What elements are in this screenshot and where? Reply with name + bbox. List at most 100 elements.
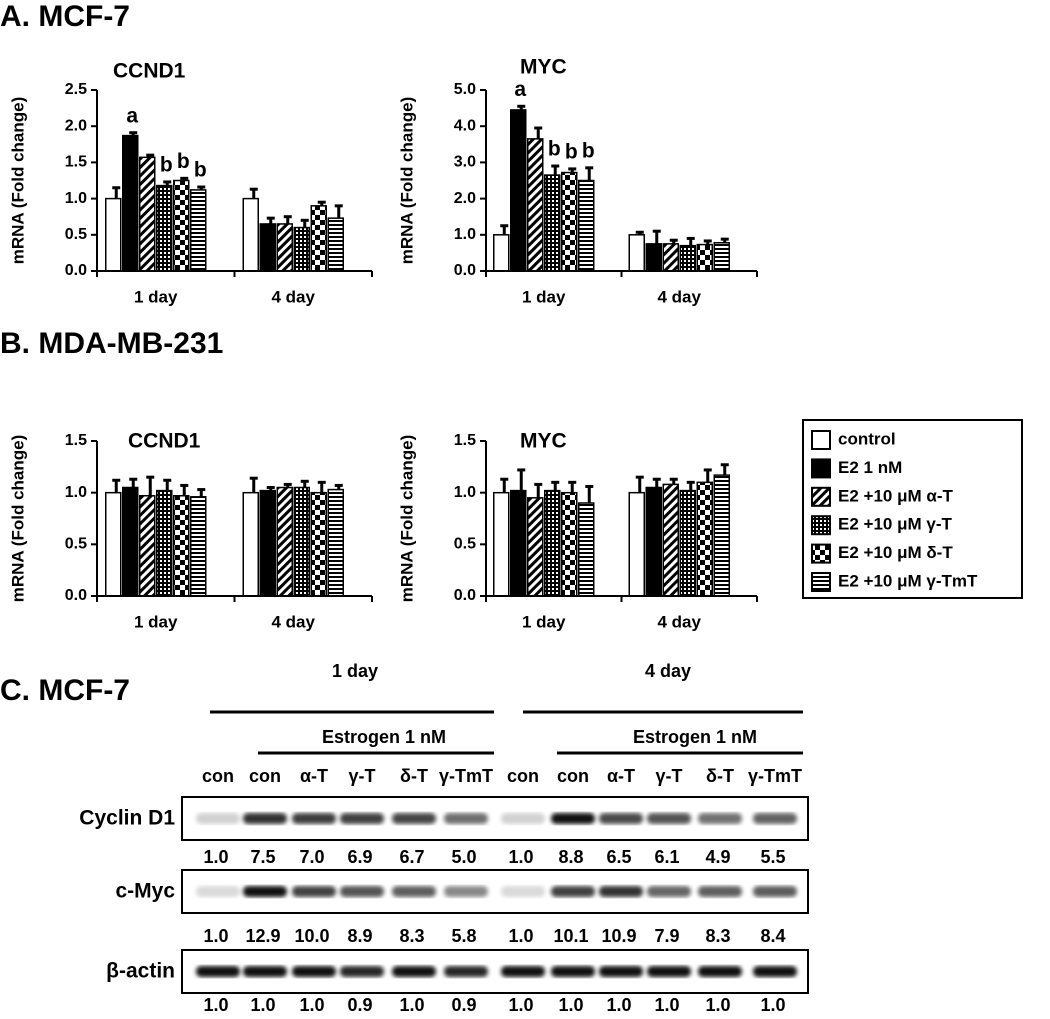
blot-band	[753, 886, 797, 897]
lane-label: γ-TmT	[748, 766, 802, 786]
section-title: C. MCF-7	[0, 674, 130, 707]
band-quant: 8.8	[558, 847, 583, 867]
bar	[327, 217, 344, 272]
blot-band	[647, 886, 691, 897]
bar	[242, 491, 259, 597]
bar	[122, 486, 139, 597]
blot-band	[551, 886, 595, 897]
blot-row-label: Cyclin D1	[79, 807, 175, 830]
band-quant: 10.0	[294, 926, 329, 946]
y-tick-label: 1.0	[65, 190, 87, 207]
blot-band	[196, 886, 240, 897]
blot-band	[444, 886, 488, 897]
lane-label: γ-T	[349, 766, 376, 786]
band-quant: 5.5	[760, 847, 785, 867]
bar	[662, 483, 679, 597]
bar	[578, 502, 595, 597]
bar	[276, 486, 293, 597]
bar	[493, 491, 510, 597]
x-tick-label: 1 day	[134, 287, 178, 306]
chart-title: MYC	[520, 56, 567, 79]
annotation: b	[194, 159, 207, 182]
y-tick-label: 1.0	[454, 226, 476, 243]
bar	[156, 489, 173, 597]
y-tick-label: 0.0	[454, 587, 476, 604]
band-quant: 1.0	[508, 926, 533, 946]
band-quant: 0.9	[451, 995, 476, 1015]
bar	[561, 491, 578, 597]
x-tick-label: 4 day	[658, 287, 702, 306]
bar	[105, 491, 122, 597]
bar	[242, 197, 259, 272]
band-quant: 7.0	[299, 847, 324, 867]
band-quant: 5.0	[451, 847, 476, 867]
band-quant: 10.1	[553, 926, 588, 946]
y-tick-label: 0.5	[65, 226, 87, 243]
legend-swatch	[811, 430, 831, 450]
bar	[645, 243, 662, 272]
section-title: A. MCF-7	[0, 0, 130, 33]
band-quant: 1.0	[203, 995, 228, 1015]
legend-swatch	[811, 486, 831, 507]
legend-label: E2 +10 μM δ-T	[838, 543, 953, 562]
band-quant: 8.3	[705, 926, 730, 946]
band-quant: 5.8	[451, 926, 476, 946]
band-quant: 6.7	[399, 847, 424, 867]
blot-group-label: 1 day	[332, 661, 378, 681]
bar	[628, 234, 645, 272]
y-tick-label: 2.0	[454, 190, 476, 207]
band-quant: 1.0	[508, 995, 533, 1015]
blot-band	[392, 886, 436, 897]
band-quant: 12.9	[245, 926, 280, 946]
y-axis-label: mRNA (Fold change)	[397, 435, 416, 602]
annotation: b	[582, 139, 595, 162]
band-quant: 1.0	[558, 995, 583, 1015]
y-axis-label: mRNA (Fold change)	[397, 97, 416, 264]
legend-box	[802, 419, 1023, 599]
bar	[561, 171, 578, 272]
bar	[293, 486, 310, 597]
legend-label: E2 +10 μM α-T	[838, 486, 953, 505]
x-tick-label: 1 day	[134, 612, 178, 631]
bar	[544, 174, 561, 272]
band-quant: 10.9	[601, 926, 636, 946]
legend-label: control	[838, 429, 896, 448]
bar	[259, 489, 276, 597]
y-tick-label: 4.0	[454, 117, 476, 134]
bar	[527, 497, 544, 597]
blot-band	[698, 886, 742, 897]
y-tick-label: 1.5	[65, 154, 87, 171]
band-quant: 1.0	[299, 995, 324, 1015]
blot-band	[444, 966, 488, 977]
band-quant: 1.0	[203, 926, 228, 946]
blot-band	[243, 966, 287, 977]
band-quant: 8.4	[760, 926, 785, 946]
bar	[662, 243, 679, 272]
annotation: a	[126, 104, 138, 127]
bar	[122, 134, 139, 272]
legend-swatch	[811, 543, 831, 564]
blot-band	[698, 813, 742, 824]
blot-band	[444, 813, 488, 824]
legend-swatch	[811, 515, 831, 536]
bar	[544, 489, 561, 597]
blot-band	[292, 966, 336, 977]
blot-band	[501, 813, 545, 824]
band-quant: 1.0	[203, 847, 228, 867]
section-title: B. MDA-MB-231	[0, 327, 223, 360]
bar	[139, 156, 156, 272]
chart-title: CCND1	[128, 430, 201, 453]
bar	[327, 488, 344, 597]
blot-band	[392, 813, 436, 824]
blot-band	[599, 886, 643, 897]
bar	[628, 491, 645, 597]
lane-label: con	[507, 766, 539, 786]
y-tick-label: 2.5	[65, 81, 87, 98]
band-quant: 6.9	[347, 847, 372, 867]
y-tick-label: 1.5	[454, 432, 476, 449]
blot-band	[698, 966, 742, 977]
bar	[276, 223, 293, 272]
blot-band	[501, 886, 545, 897]
blot-band	[599, 966, 643, 977]
bar	[293, 226, 310, 272]
